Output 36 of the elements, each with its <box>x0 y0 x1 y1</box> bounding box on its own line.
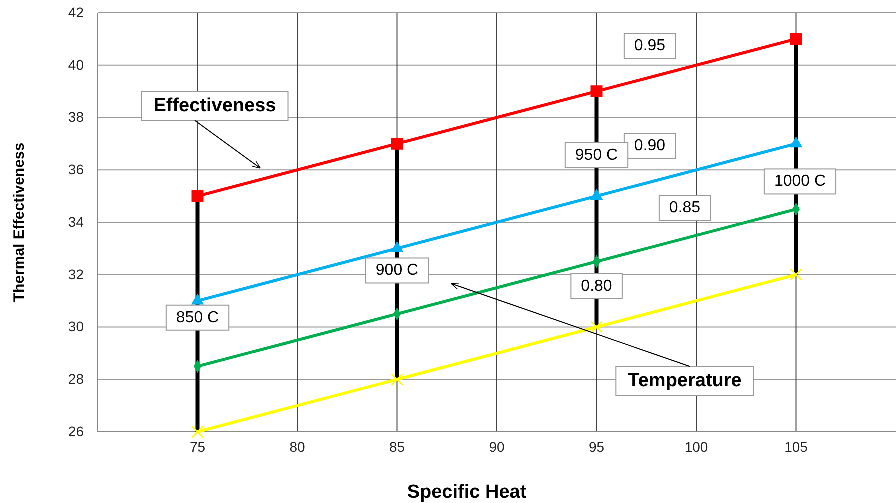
point <box>391 138 404 150</box>
point <box>790 33 802 46</box>
x-tick-label: 75 <box>190 438 206 455</box>
annotation: 0.80 <box>581 278 612 295</box>
annotation: Effectiveness <box>154 96 276 117</box>
annotation: Temperature <box>628 370 742 392</box>
x-tick-label: 80 <box>290 438 306 455</box>
y-tick-label: 26 <box>68 423 84 440</box>
y-tick-label: 30 <box>68 318 84 335</box>
annotation: 0.95 <box>634 38 666 55</box>
annotation: 900 C <box>376 262 419 280</box>
y-tick-label: 36 <box>68 162 84 178</box>
annotation: 850 C <box>176 309 220 326</box>
x-tick-label: 90 <box>489 438 505 455</box>
point <box>391 373 404 386</box>
x-tick-label: 85 <box>389 438 406 455</box>
y-tick-label: 34 <box>68 214 84 230</box>
x-tick-label: 105 <box>784 438 808 455</box>
point <box>192 190 204 202</box>
y-axis-title: Thermal Effectiveness <box>11 142 28 302</box>
y-tick-label: 38 <box>68 109 84 126</box>
x-axis-title: Specific Heat <box>407 482 528 503</box>
annotation: 950 C <box>575 147 618 164</box>
y-tick-label: 32 <box>68 266 84 282</box>
x-tick-label: 95 <box>588 438 605 455</box>
point <box>790 268 802 282</box>
y-tick-label: 28 <box>68 371 84 388</box>
x-tick-label: 100 <box>684 438 708 455</box>
point <box>192 426 204 438</box>
annotation: 0.90 <box>634 138 666 155</box>
y-tick-label: 42 <box>68 4 84 20</box>
point <box>590 321 603 334</box>
point <box>590 86 603 98</box>
annotation: 0.85 <box>669 200 701 217</box>
annotation: 1000 C <box>774 173 826 190</box>
y-tick-label: 40 <box>68 56 84 73</box>
